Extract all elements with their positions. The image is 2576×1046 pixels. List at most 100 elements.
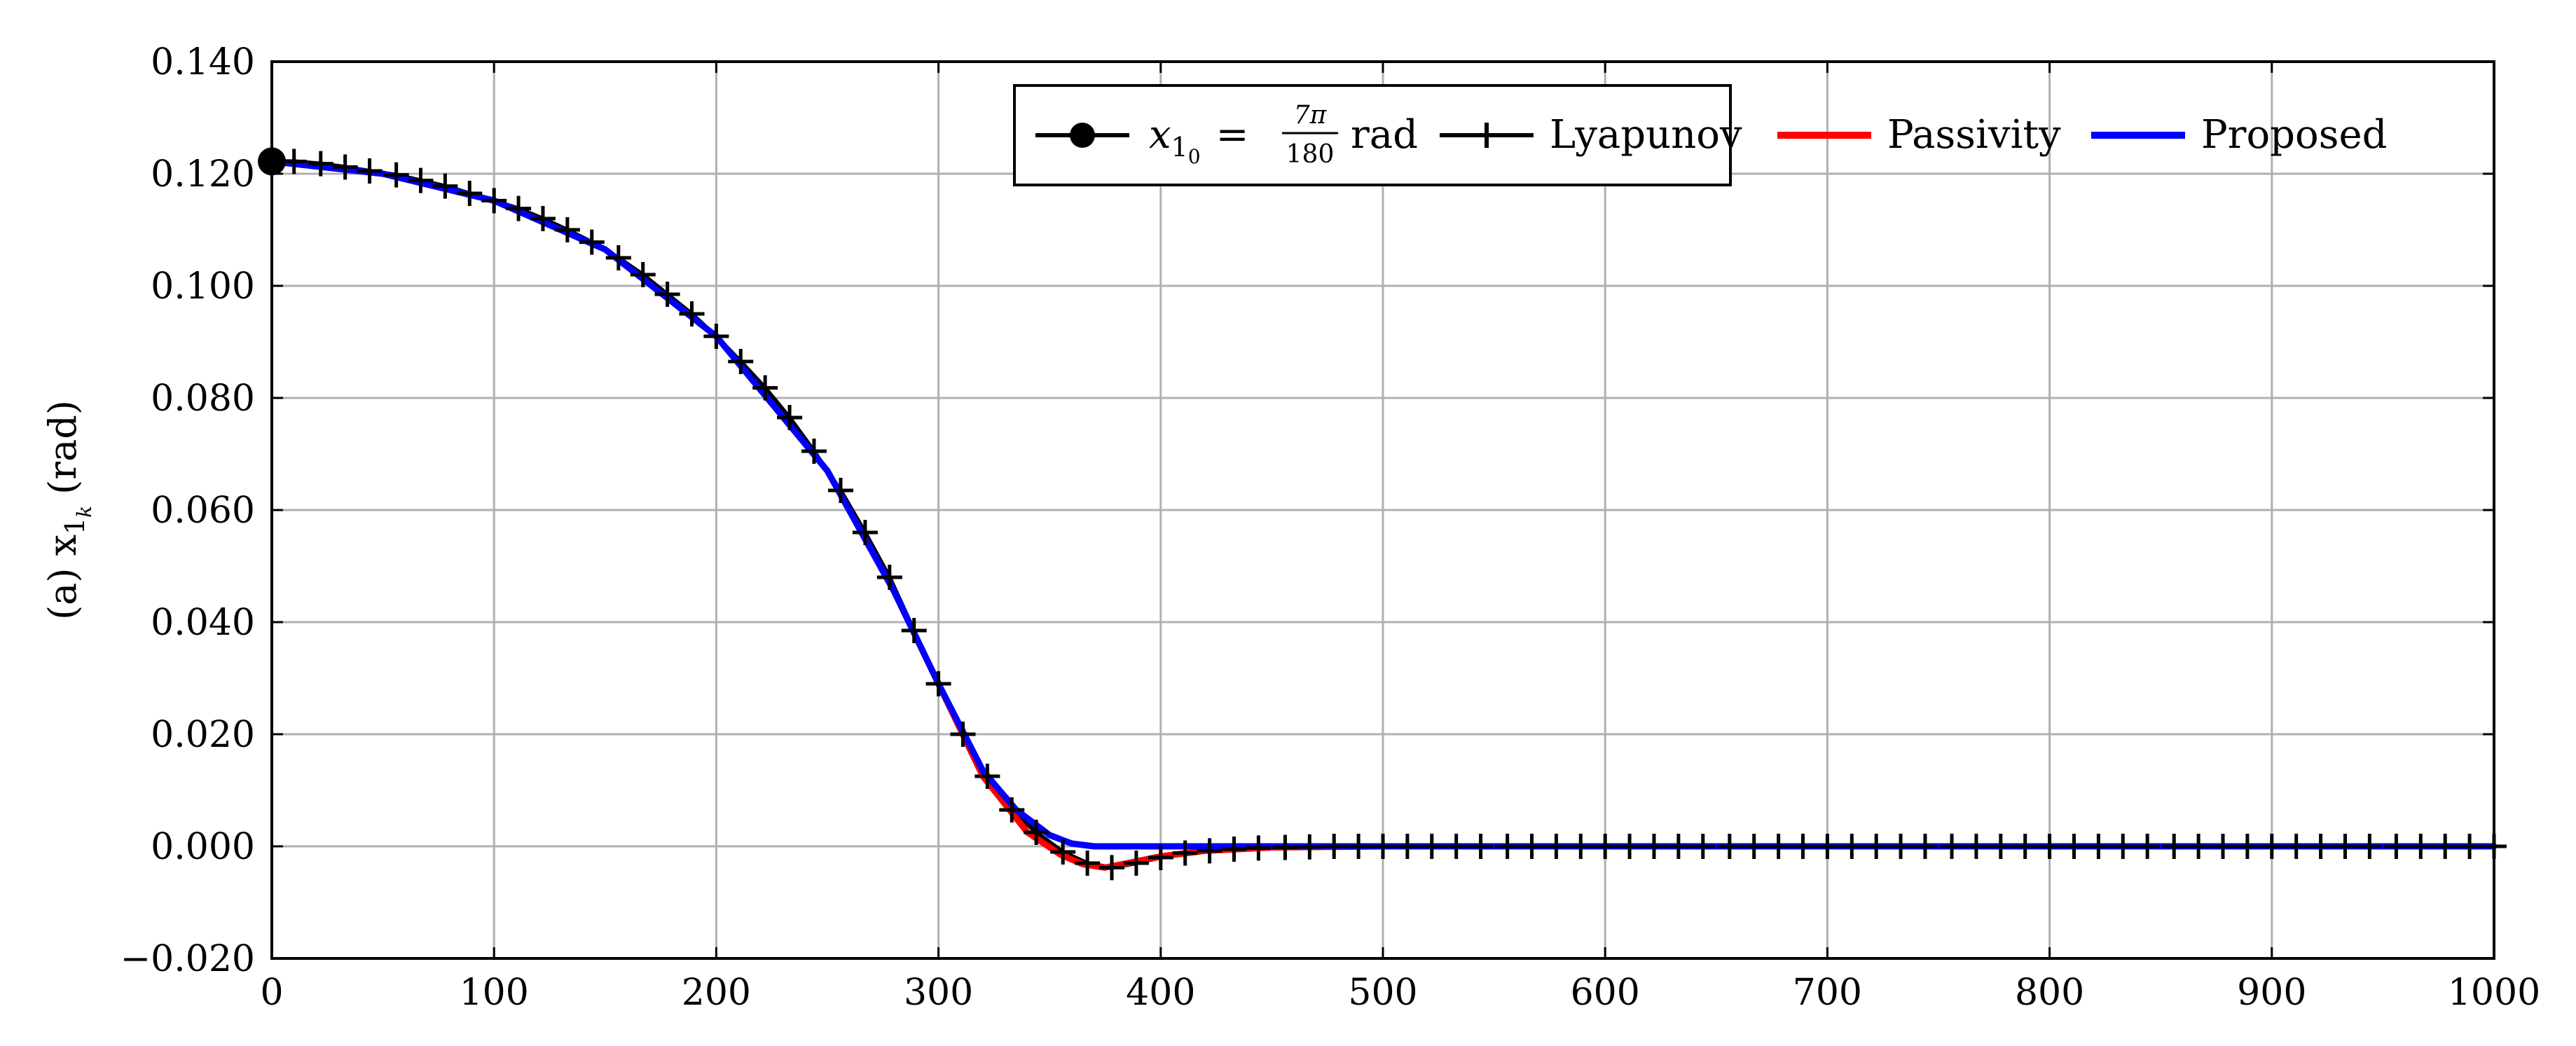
lyapunov-marker (1494, 834, 1520, 859)
lyapunov-marker (383, 162, 409, 188)
x-tick-label: 800 (2015, 972, 2084, 1014)
lyapunov-marker (2332, 834, 2358, 859)
y-tick-label: 0.140 (151, 41, 255, 83)
y-axis-label-sub1: 1 (60, 518, 90, 535)
lyapunov-marker (2234, 834, 2260, 859)
legend-initial-label: x10 = (1149, 112, 1249, 168)
series-line-proposed (268, 158, 2498, 850)
legend-passivity-label: Passivity (1887, 112, 2061, 158)
lyapunov-marker (1519, 834, 1545, 859)
x-tick-label: 300 (904, 972, 973, 1014)
lyapunov-marker (801, 439, 827, 464)
lyapunov-marker (432, 173, 458, 199)
lyapunov-marker (408, 167, 434, 193)
lyapunov-marker (901, 618, 927, 643)
lyapunov-marker (1641, 834, 1667, 859)
lyapunov-marker (1741, 834, 1767, 859)
lyapunov-marker (2308, 834, 2334, 859)
x-tick-label: 1000 (2448, 972, 2540, 1014)
lyapunov-marker (1197, 838, 1222, 864)
lyapunov-marker (2012, 834, 2038, 859)
lyapunov-marker (1814, 834, 1840, 859)
lyapunov-marker (777, 405, 803, 430)
lyapunov-marker (1419, 834, 1445, 859)
x-tick-label: 700 (1793, 972, 1862, 1014)
lyapunov-marker (1592, 834, 1618, 859)
lyapunov-marker (506, 195, 532, 221)
lyapunov-marker (2135, 834, 2161, 859)
lyapunov-marker (1543, 834, 1569, 859)
y-tick-label: 0.040 (151, 602, 255, 644)
lyapunov-marker (1617, 834, 1643, 859)
legend-box (1013, 84, 1732, 186)
lyapunov-marker (1321, 834, 1347, 859)
legend: x10 = 7π 180 rad Lyapunov Passivity Propo… (1013, 84, 2387, 186)
lyapunov-marker (1123, 851, 1149, 876)
lyapunov-marker (852, 520, 878, 545)
lyapunov-marker (2186, 834, 2212, 859)
y-tick-label: 0.080 (151, 378, 255, 420)
lyapunov-marker (1568, 834, 1594, 859)
lyapunov-marker (1370, 834, 1396, 859)
y-axis-label-prefix: (a) x (41, 535, 85, 620)
lyapunov-marker (2357, 834, 2383, 859)
legend-initial-marker (1070, 123, 1095, 148)
lyapunov-marker (1468, 834, 1494, 859)
lyapunov-marker (1690, 834, 1716, 859)
lyapunov-marker (752, 375, 778, 401)
series-lines (258, 147, 2507, 881)
lyapunov-marker (332, 154, 358, 180)
lyapunov-marker (679, 301, 705, 326)
lyapunov-marker (950, 722, 976, 747)
lyapunov-marker (481, 188, 507, 214)
x-tick-label: 400 (1126, 972, 1195, 1014)
lyapunov-marker (2283, 834, 2309, 859)
lyapunov-marker (2037, 834, 2062, 859)
lyapunov-marker (2086, 834, 2112, 859)
lyapunov-marker (1346, 834, 1372, 859)
lyapunov-marker (1050, 839, 1076, 865)
legend-proposed-label: Proposed (2201, 112, 2387, 158)
lyapunov-marker (925, 671, 951, 696)
lyapunov-marker (1172, 840, 1198, 866)
lyapunov-marker (703, 324, 729, 349)
grid-lines (270, 60, 2495, 960)
lyapunov-marker (1716, 834, 1742, 859)
lyapunov-marker (1099, 855, 1125, 881)
lyapunov-marker (1297, 834, 1323, 860)
lyapunov-marker (1939, 834, 1965, 859)
y-axis-label-suffix: (rad) (41, 400, 85, 495)
y-axis-label-sub2: k (73, 506, 96, 518)
x-tick-label: 200 (682, 972, 751, 1014)
lyapunov-marker (554, 217, 580, 242)
lyapunov-marker (2457, 834, 2483, 859)
lyapunov-marker (1246, 835, 1272, 861)
lyapunov-marker (1148, 845, 1173, 870)
lyapunov-marker (2161, 834, 2187, 859)
y-tick-label: 0.120 (151, 153, 255, 195)
x-tick-label: 600 (1571, 972, 1640, 1014)
y-tick-label: 0.000 (151, 826, 255, 868)
y-axis-label: (a) x1k (rad) (41, 400, 96, 620)
x-tick-label: 500 (1348, 972, 1417, 1014)
lyapunov-marker (1790, 834, 1816, 859)
lyapunov-marker (654, 282, 680, 307)
lyapunov-marker (1839, 834, 1865, 859)
lyapunov-marker (605, 245, 631, 270)
lyapunov-marker (579, 229, 605, 255)
lyapunov-marker (728, 349, 754, 374)
lyapunov-marker (1394, 834, 1420, 859)
lyapunov-marker (876, 565, 902, 590)
y-tick-label: 0.020 (151, 714, 255, 756)
x-tick-label: 100 (460, 972, 529, 1014)
lyapunov-marker (1272, 834, 1298, 860)
lyapunov-marker (1443, 834, 1469, 859)
lyapunov-marker (1888, 834, 1914, 859)
lyapunov-marker (357, 158, 383, 184)
legend-initial-fraction-num: 7π (1294, 101, 1328, 130)
lyapunov-marker (1665, 834, 1691, 859)
lyapunov-marker (828, 478, 854, 503)
lyapunov-marker (1988, 834, 2013, 859)
lyapunov-marker (630, 262, 656, 287)
